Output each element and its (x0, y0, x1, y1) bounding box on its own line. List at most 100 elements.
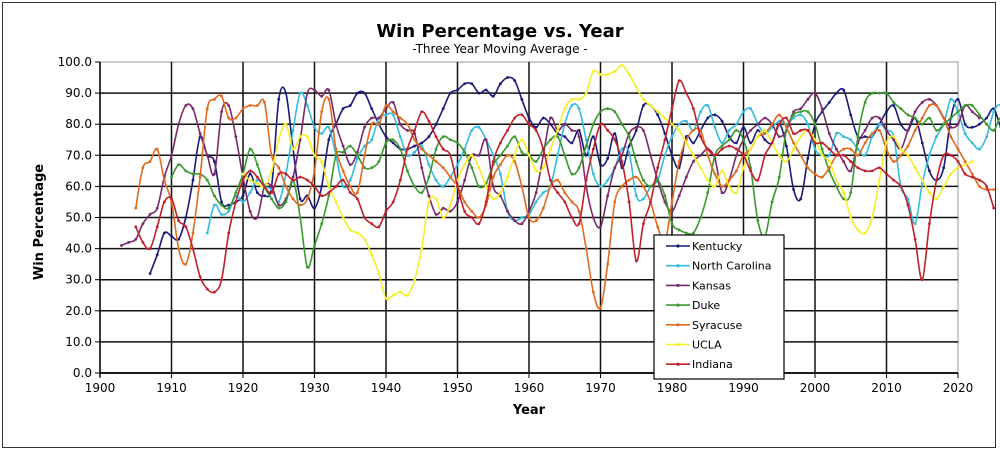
data-point-kansas (477, 153, 481, 157)
gridlines (99, 61, 959, 377)
data-point-indiana (920, 278, 924, 282)
data-point-syracuse (599, 306, 602, 310)
data-point-north-carolina (227, 209, 231, 213)
data-point-ucla (305, 135, 309, 139)
data-point-duke (820, 147, 824, 151)
data-point-kentucky (963, 122, 967, 126)
data-point-kansas (327, 88, 331, 92)
data-point-indiana (963, 172, 967, 176)
data-point-kentucky (527, 116, 531, 120)
data-point-indiana (956, 160, 960, 163)
data-point-syracuse (777, 113, 781, 117)
x-tick-label: 2000 (800, 381, 831, 395)
data-point-kansas (692, 160, 695, 163)
data-point-duke (963, 104, 967, 107)
data-point-duke (627, 135, 631, 139)
data-point-kentucky (863, 135, 867, 139)
data-point-kentucky (727, 135, 731, 139)
data-point-syracuse (448, 175, 452, 179)
data-point-ucla (763, 129, 767, 132)
data-point-duke (692, 231, 695, 235)
data-point-kentucky (170, 234, 173, 238)
data-point-syracuse (348, 185, 352, 188)
data-point-kansas (420, 166, 424, 170)
y-tick-label: 50.0 (65, 211, 92, 225)
data-point-ucla (506, 175, 509, 179)
data-point-syracuse (284, 185, 288, 188)
data-point-duke (656, 178, 660, 182)
data-point-kentucky (749, 141, 753, 145)
data-point-duke (513, 135, 517, 139)
data-point-duke (441, 135, 445, 139)
data-point-duke (634, 160, 638, 163)
data-point-syracuse (656, 225, 660, 229)
data-point-north-carolina (470, 129, 474, 132)
data-point-duke (499, 153, 502, 157)
data-point-north-carolina (642, 197, 645, 201)
data-point-kansas (341, 144, 345, 148)
data-point-syracuse (920, 116, 924, 120)
data-point-duke (320, 222, 324, 226)
data-point-duke (406, 169, 409, 173)
data-point-syracuse (148, 160, 152, 163)
data-point-indiana (184, 225, 188, 229)
data-point-kentucky (248, 172, 252, 176)
data-point-syracuse (899, 153, 903, 157)
data-point-indiana (348, 191, 352, 195)
data-point-north-carolina (870, 135, 874, 139)
data-point-ucla (277, 138, 281, 142)
data-point-syracuse (942, 116, 946, 120)
data-point-kentucky (642, 104, 645, 107)
data-point-indiana (370, 222, 374, 226)
data-point-ucla (613, 69, 617, 73)
data-point-syracuse (162, 178, 166, 182)
data-point-indiana (141, 240, 145, 244)
data-point-kansas (513, 219, 517, 223)
chart-subtitle: -Three Year Moving Average - (412, 42, 587, 56)
data-point-kansas (134, 237, 138, 241)
data-point-kansas (756, 122, 760, 126)
data-point-syracuse (255, 104, 259, 107)
data-point-indiana (885, 172, 888, 176)
data-point-indiana (456, 185, 459, 188)
data-point-kansas (213, 172, 216, 176)
data-point-kansas (484, 138, 488, 142)
data-point-indiana (720, 147, 724, 151)
data-point-duke (970, 104, 974, 107)
data-point-duke (642, 178, 645, 182)
data-point-kansas (391, 101, 395, 104)
data-point-syracuse (577, 209, 581, 213)
data-point-ucla (313, 153, 316, 157)
data-point-indiana (813, 141, 817, 145)
data-point-indiana (620, 160, 624, 163)
data-point-north-carolina (577, 107, 581, 111)
data-point-kansas (699, 153, 702, 157)
data-point-ucla (713, 185, 717, 188)
data-point-kansas (906, 129, 910, 132)
data-point-north-carolina (835, 132, 838, 135)
data-point-ucla (970, 160, 974, 163)
data-point-kentucky (155, 253, 159, 257)
data-point-syracuse (677, 160, 681, 163)
data-point-ucla (270, 169, 273, 173)
data-point-north-carolina (241, 200, 245, 204)
data-point-duke (892, 101, 896, 104)
data-point-duke (463, 150, 467, 154)
data-point-indiana (313, 185, 316, 188)
data-point-north-carolina (877, 122, 881, 126)
data-point-duke (220, 203, 223, 207)
data-point-duke (720, 144, 724, 148)
data-point-kansas (885, 129, 888, 132)
data-point-syracuse (556, 178, 559, 182)
data-point-indiana (484, 200, 488, 204)
data-point-north-carolina (348, 178, 352, 182)
data-point-duke (556, 135, 559, 139)
series-kentucky (148, 76, 1000, 275)
data-point-syracuse (434, 160, 438, 163)
data-point-duke (842, 197, 845, 201)
data-point-duke (699, 216, 702, 219)
data-point-indiana (670, 107, 674, 111)
data-point-kansas (191, 107, 195, 111)
data-point-ucla (470, 153, 474, 157)
data-point-kansas (849, 169, 853, 173)
